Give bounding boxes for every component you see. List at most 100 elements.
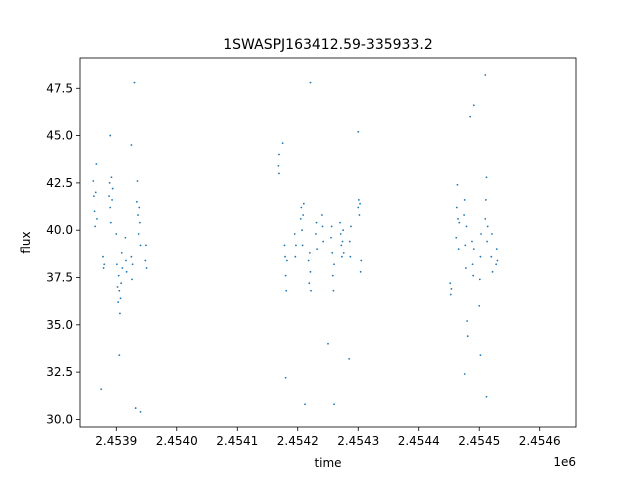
data-point [484,217,487,220]
x-tick-label: 2.4542 [277,434,319,448]
data-point [102,255,104,258]
data-point [277,164,280,167]
x-axis-offset-label: 1e6 [553,455,576,469]
data-point [464,244,467,247]
y-axis: 30.0 32.5 35.0 37.5 40.0 42.5 45.0 47.5 [46,81,80,426]
data-point [478,304,481,307]
data-point [138,221,141,224]
data-point [486,240,488,243]
data-point [330,236,332,239]
data-point [304,403,306,406]
data-point [339,233,342,235]
data-point [310,289,312,292]
data-point [316,248,319,251]
data-point [457,248,460,251]
data-point [322,240,325,243]
data-point [357,199,360,201]
data-point [94,191,97,194]
data-point [339,221,341,224]
data-point [131,278,133,281]
data-point [333,263,335,266]
data-point [465,267,467,269]
data-point [95,163,98,165]
data-point [103,263,106,266]
data-point [285,289,288,292]
data-point [93,195,95,198]
data-point [134,407,137,409]
data-point [131,263,134,266]
data-point [341,255,343,258]
data-point [119,297,122,300]
data-point [332,289,335,292]
data-point [491,233,493,235]
data-point [331,252,334,254]
data-point [321,225,324,228]
data-point [309,270,312,273]
data-point [138,206,141,209]
data-point [330,225,333,228]
x-tick-label: 2.4543 [337,434,379,448]
data-point [463,214,465,216]
data-point [485,395,488,398]
data-point [294,255,297,258]
data-point [449,293,452,296]
data-point [472,248,475,251]
data-point [93,210,96,213]
data-point [299,217,302,220]
data-point [455,236,458,239]
data-point [495,248,498,251]
data-point [321,214,323,216]
data-point [465,225,468,228]
data-point [359,202,361,205]
data-point [92,180,95,182]
data-point [315,221,318,224]
y-tick-label: 47.5 [46,81,73,95]
data-point [137,214,139,216]
data-point [118,354,121,356]
chart-title: 1SWASPJ163412.59-335933.2 [223,37,432,53]
data-point [471,263,474,266]
x-tick-label: 2.4540 [156,434,198,448]
data-point [135,200,138,203]
data-point [479,255,482,258]
data-point [478,278,481,281]
data-point [108,181,111,184]
y-tick-label: 37.5 [46,271,73,285]
data-point [472,104,475,107]
data-point [341,240,344,243]
data-point [117,274,120,277]
data-point [301,229,303,232]
data-point [116,286,119,288]
data-point [302,214,305,216]
data-point [116,263,118,266]
data-point [463,373,466,375]
data-point [125,259,127,262]
data-point [472,274,475,277]
data-point [109,206,112,209]
data-point [486,225,489,228]
data-point [349,255,352,258]
data-point [456,183,459,186]
data-point [360,259,363,262]
data-point [490,255,493,258]
data-point [100,388,103,391]
data-point [463,199,466,201]
data-point [471,240,473,243]
data-point [491,270,494,273]
data-point [357,130,360,133]
data-point [348,357,351,360]
data-point [455,206,458,209]
data-point [458,221,461,224]
data-point [117,301,120,304]
data-point [479,354,482,356]
data-point [111,199,113,201]
data-point [284,376,287,379]
data-point [119,312,121,315]
data-point [357,206,360,209]
data-point [124,236,127,239]
data-point [133,81,136,84]
data-point [327,342,329,345]
data-point [115,233,118,235]
data-point [111,187,114,190]
